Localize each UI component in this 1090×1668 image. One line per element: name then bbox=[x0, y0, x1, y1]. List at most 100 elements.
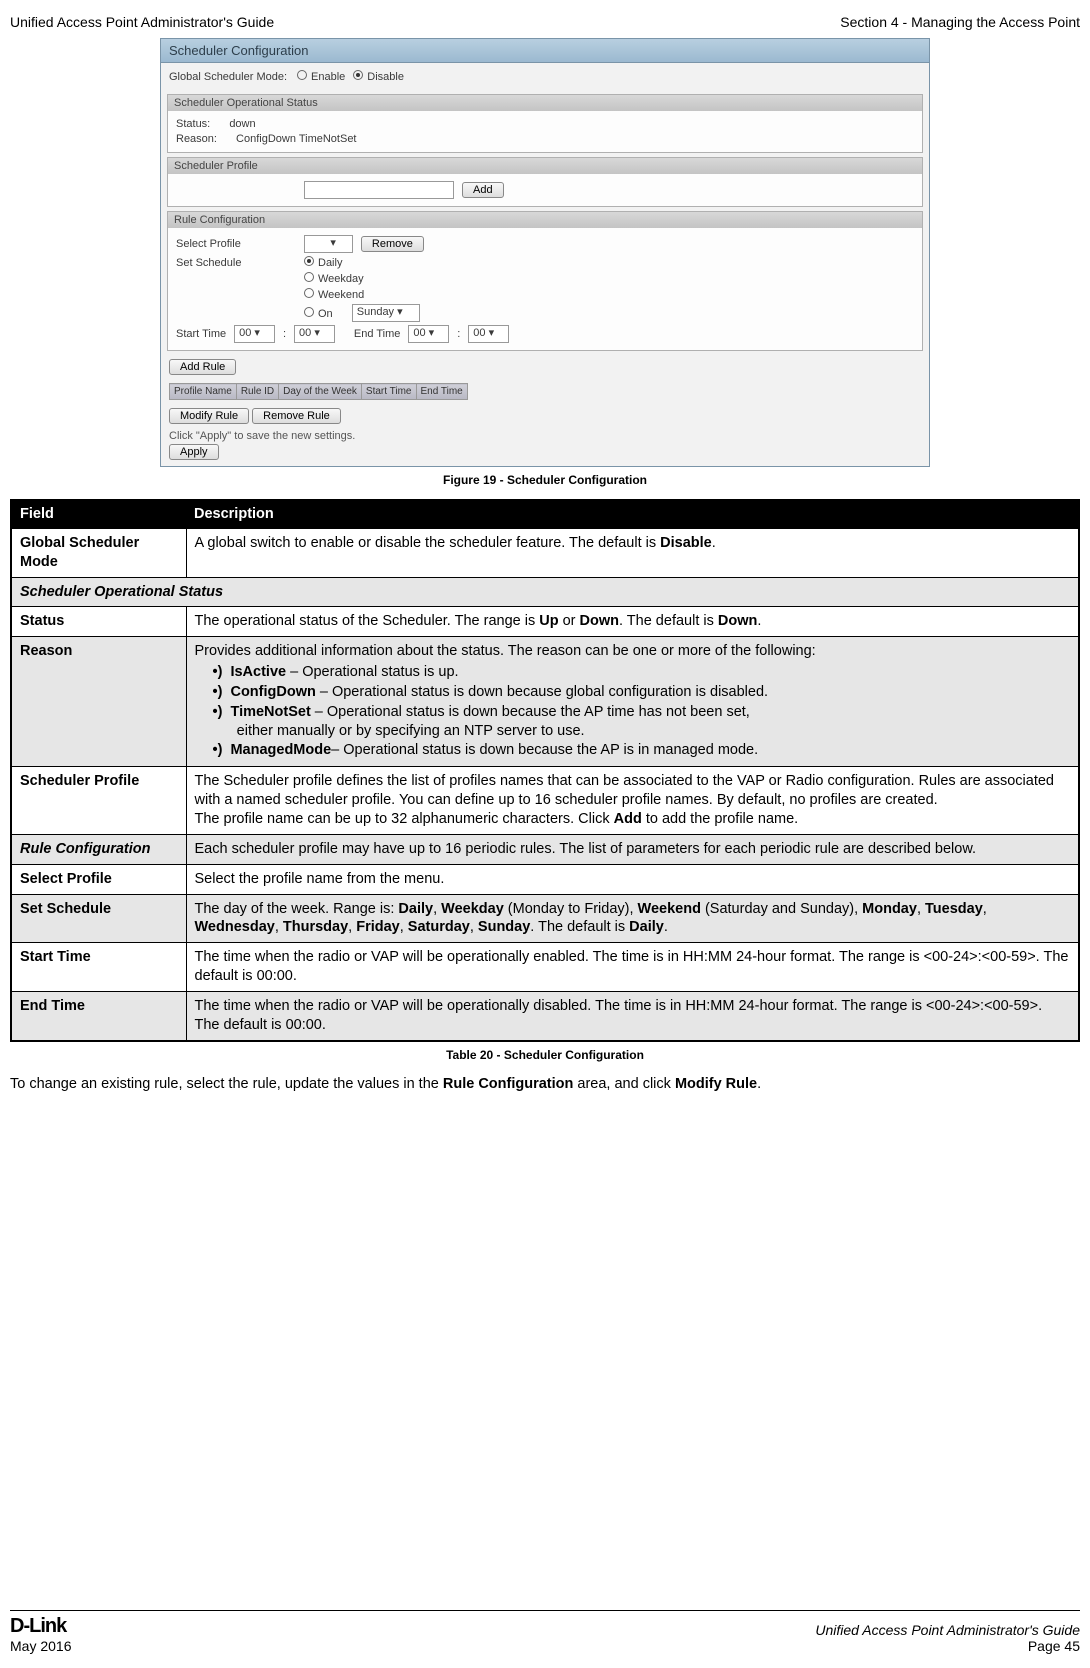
text: Saturday bbox=[408, 919, 470, 935]
text: Modify Rule bbox=[675, 1076, 757, 1092]
weekend-label: Weekend bbox=[318, 289, 364, 301]
header-right: Section 4 - Managing the Access Point bbox=[840, 14, 1080, 30]
select-profile-label: Select Profile bbox=[176, 238, 296, 250]
text: Monday bbox=[862, 901, 917, 917]
day-dropdown[interactable]: Sunday ▾ bbox=[352, 304, 420, 322]
enable-label: Enable bbox=[311, 71, 345, 83]
on-label: On bbox=[318, 308, 333, 320]
text: . The default is bbox=[619, 613, 718, 629]
on-radio[interactable]: On bbox=[304, 307, 333, 320]
text: Sunday bbox=[478, 919, 530, 935]
text: to add the profile name. bbox=[642, 811, 798, 827]
start-min-value: 00 bbox=[299, 327, 311, 339]
rules-table: Profile Name Rule ID Day of the Week Sta… bbox=[169, 383, 468, 400]
text: – Operational status is down because glo… bbox=[316, 684, 768, 700]
field-name: Scheduler Profile bbox=[11, 767, 186, 835]
text: Weekend bbox=[638, 901, 701, 917]
op-status-header: Scheduler Operational Status bbox=[168, 95, 922, 111]
disable-radio[interactable]: Disable bbox=[353, 70, 404, 83]
text: , bbox=[917, 901, 925, 917]
table-row: Scheduler Operational Status bbox=[11, 577, 1079, 607]
field-desc: The operational status of the Scheduler.… bbox=[186, 607, 1079, 637]
apply-button[interactable]: Apply bbox=[169, 444, 219, 460]
table-row: Scheduler Profile The Scheduler profile … bbox=[11, 767, 1079, 835]
start-min-dropdown[interactable]: 00 ▾ bbox=[294, 325, 335, 343]
th-profile: Profile Name bbox=[170, 384, 237, 400]
text: ConfigDown bbox=[230, 684, 315, 700]
start-hour-value: 00 bbox=[239, 327, 251, 339]
text: (Monday to Friday), bbox=[504, 901, 638, 917]
text: Thursday bbox=[283, 919, 348, 935]
remove-rule-button[interactable]: Remove Rule bbox=[252, 408, 341, 424]
th-end: End Time bbox=[416, 384, 467, 400]
text: , bbox=[470, 919, 478, 935]
weekday-label: Weekday bbox=[318, 273, 364, 285]
footer-date: May 2016 bbox=[10, 1638, 71, 1654]
text: – Operational status is down because the… bbox=[311, 704, 750, 720]
daily-radio[interactable]: Daily bbox=[304, 256, 342, 269]
text: Wednesday bbox=[195, 919, 275, 935]
th-field: Field bbox=[11, 500, 186, 528]
disable-label: Disable bbox=[367, 71, 404, 83]
table-row: Rule Configuration Each scheduler profil… bbox=[11, 834, 1079, 864]
field-name: Reason bbox=[11, 637, 186, 767]
text: – Operational status is up. bbox=[286, 664, 459, 680]
set-schedule-label: Set Schedule bbox=[176, 257, 296, 269]
header-left: Unified Access Point Administrator's Gui… bbox=[10, 14, 274, 30]
field-desc: A global switch to enable or disable the… bbox=[186, 528, 1079, 577]
text: The operational status of the Scheduler.… bbox=[195, 613, 540, 629]
select-profile-dropdown[interactable]: ▾ bbox=[304, 235, 353, 253]
table-row: Set Schedule The day of the week. Range … bbox=[11, 894, 1079, 943]
text: Up bbox=[539, 613, 558, 629]
text: , bbox=[433, 901, 441, 917]
profile-name-input[interactable] bbox=[304, 181, 454, 199]
status-label: Status: bbox=[176, 118, 210, 130]
text: Daily bbox=[629, 919, 664, 935]
field-name: Rule Configuration bbox=[11, 834, 186, 864]
field-name: Status bbox=[11, 607, 186, 637]
page-header: Unified Access Point Administrator's Gui… bbox=[10, 14, 1080, 30]
section-row: Scheduler Operational Status bbox=[11, 577, 1079, 607]
text: Weekday bbox=[441, 901, 504, 917]
field-desc: The time when the radio or VAP will be o… bbox=[186, 943, 1079, 992]
figure-caption: Figure 19 - Scheduler Configuration bbox=[10, 473, 1080, 487]
table-row: Global Scheduler Mode A global switch to… bbox=[11, 528, 1079, 577]
field-desc: Each scheduler profile may have up to 16… bbox=[186, 834, 1079, 864]
rule-config-section: Rule Configuration Select Profile ▾ Remo… bbox=[167, 211, 923, 351]
text: The Scheduler profile defines the list o… bbox=[195, 773, 1055, 808]
text: Disable bbox=[660, 535, 712, 551]
remove-button[interactable]: Remove bbox=[361, 236, 424, 252]
table-row: Reason Provides additional information a… bbox=[11, 637, 1079, 767]
text: . bbox=[712, 535, 716, 551]
field-desc: Select the profile name from the menu. bbox=[186, 864, 1079, 894]
start-hour-dropdown[interactable]: 00 ▾ bbox=[234, 325, 275, 343]
enable-radio[interactable]: Enable bbox=[297, 70, 345, 83]
text: – Operational status is down because the… bbox=[331, 742, 758, 758]
th-day: Day of the Week bbox=[279, 384, 362, 400]
text: Tuesday bbox=[925, 901, 983, 917]
text: A global switch to enable or disable the… bbox=[195, 535, 661, 551]
add-button[interactable]: Add bbox=[462, 182, 504, 198]
reason-label: Reason: bbox=[176, 133, 217, 145]
table-row: End Time The time when the radio or VAP … bbox=[11, 991, 1079, 1040]
footer-guide: Unified Access Point Administrator's Gui… bbox=[815, 1622, 1080, 1638]
global-mode-label: Global Scheduler Mode: bbox=[169, 71, 289, 83]
add-rule-button[interactable]: Add Rule bbox=[169, 359, 236, 375]
modify-rule-button[interactable]: Modify Rule bbox=[169, 408, 249, 424]
daily-label: Daily bbox=[318, 257, 342, 269]
end-hour-dropdown[interactable]: 00 ▾ bbox=[408, 325, 449, 343]
text: . bbox=[757, 613, 761, 629]
field-name: Select Profile bbox=[11, 864, 186, 894]
text: ManagedMode bbox=[230, 742, 331, 758]
weekday-radio[interactable]: Weekday bbox=[304, 272, 364, 285]
footer-page: Page 45 bbox=[815, 1638, 1080, 1654]
field-desc: The time when the radio or VAP will be o… bbox=[186, 991, 1079, 1040]
text: TimeNotSet bbox=[230, 704, 310, 720]
weekend-radio[interactable]: Weekend bbox=[304, 288, 364, 301]
end-min-dropdown[interactable]: 00 ▾ bbox=[468, 325, 509, 343]
day-value: Sunday bbox=[357, 306, 394, 318]
text: Friday bbox=[356, 919, 400, 935]
rule-config-header: Rule Configuration bbox=[168, 212, 922, 228]
text: Down bbox=[718, 613, 757, 629]
end-time-label: End Time bbox=[354, 328, 400, 340]
